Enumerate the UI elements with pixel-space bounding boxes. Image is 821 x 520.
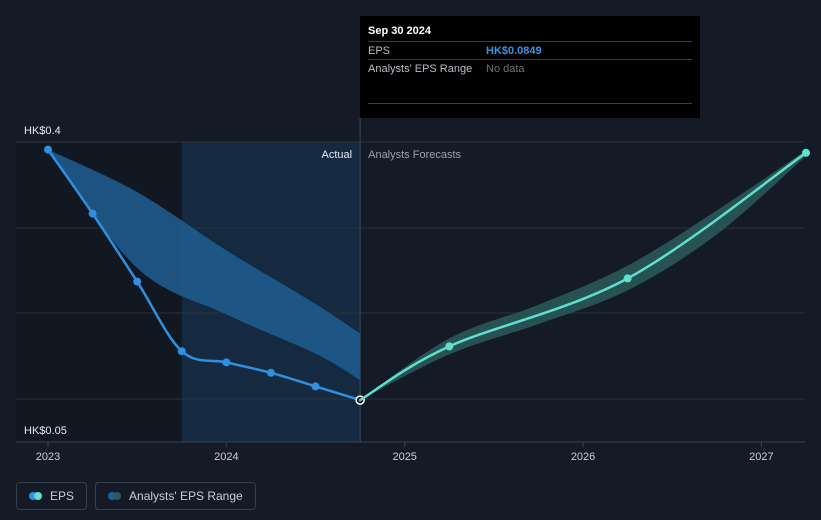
eps-actual-point-0 — [44, 145, 52, 154]
legend-range-label: Analysts' EPS Range — [129, 489, 243, 503]
y-axis-bottom-label: HK$0.05 — [24, 425, 67, 437]
actual-label: Actual — [322, 149, 353, 161]
eps-actual-point-4 — [222, 358, 231, 367]
legend-eps-label: EPS — [50, 489, 75, 503]
legend-item-eps[interactable]: EPS — [16, 482, 88, 510]
tooltip-eps-value: HK$0.0849 — [486, 44, 542, 57]
legend: EPS Analysts' EPS Range — [16, 482, 256, 510]
eps-actual-point-6 — [311, 382, 320, 391]
eps-forecast-point-1 — [445, 342, 454, 351]
x-tick-label-2023: 2023 — [36, 451, 60, 463]
eps-actual-point-1 — [88, 209, 97, 218]
eps-actual-line — [46, 148, 362, 402]
x-tick-label-2025: 2025 — [392, 451, 416, 463]
x-tick-label-2024: 2024 — [214, 451, 238, 463]
x-tick-label-2026: 2026 — [571, 451, 595, 463]
eps-actual-point-3 — [177, 347, 186, 356]
past-eps-range-band — [48, 149, 361, 380]
tooltip-eps-label: EPS — [368, 44, 391, 57]
forecast-eps-range-band — [360, 150, 806, 401]
eps-actual-point-5 — [266, 368, 275, 377]
eps-forecast-point-2 — [623, 274, 632, 283]
eps-swatch-icon — [29, 492, 42, 500]
forecast-label: Analysts Forecasts — [368, 149, 461, 161]
tooltip: Sep 30 2024 EPS HK$0.0849 Analysts' EPS … — [360, 16, 700, 118]
tooltip-range-value: No data — [486, 62, 525, 75]
eps-actual-point-2 — [133, 277, 142, 286]
tooltip-row-eps: EPS HK$0.0849 — [368, 41, 692, 59]
tooltip-range-label: Analysts' EPS Range — [368, 62, 473, 75]
legend-item-eps-range[interactable]: Analysts' EPS Range — [95, 482, 256, 510]
range-swatch-icon — [108, 492, 122, 500]
tooltip-date: Sep 30 2024 — [368, 25, 431, 37]
tooltip-row-range: Analysts' EPS Range No data — [368, 59, 692, 77]
eps-forecast-point-3 — [802, 148, 810, 157]
x-tick-label-2027: 2027 — [749, 451, 773, 463]
eps-forecast-line — [358, 151, 808, 402]
y-axis-top-label: HK$0.4 — [24, 125, 61, 137]
tooltip-divider — [368, 103, 692, 104]
